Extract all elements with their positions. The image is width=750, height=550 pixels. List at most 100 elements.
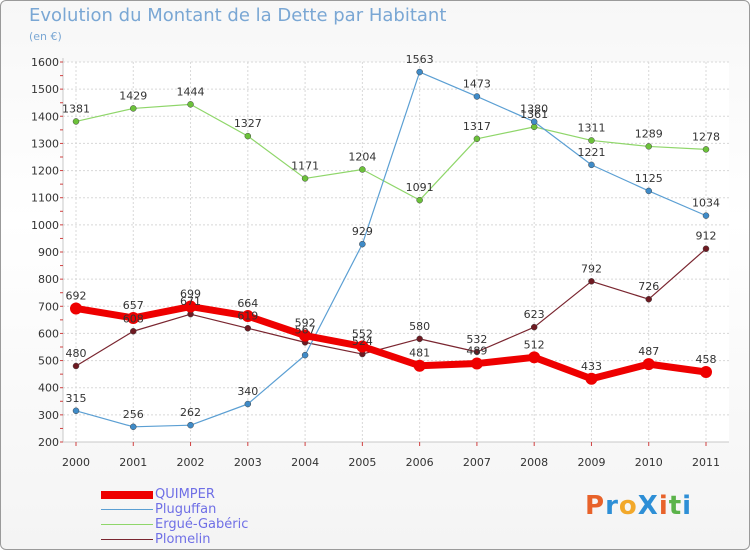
data-label: 664 [237, 297, 258, 310]
data-point [130, 105, 137, 112]
data-label: 592 [295, 317, 316, 330]
data-label: 458 [696, 353, 717, 366]
data-label: 262 [180, 406, 201, 419]
x-tick-label: 2004 [291, 456, 319, 469]
chart-title: Evolution du Montant de la Dette par Hab… [29, 5, 447, 26]
data-point [244, 325, 252, 332]
x-tick-label: 2009 [577, 456, 605, 469]
legend-swatch [101, 539, 153, 540]
y-tick-label: 600 [38, 327, 59, 340]
data-point [473, 135, 481, 143]
y-tick-label: 1300 [31, 137, 59, 150]
data-label: 532 [466, 333, 487, 346]
data-point [416, 68, 423, 76]
data-point [588, 278, 595, 285]
data-label: 1380 [520, 103, 548, 116]
data-point [187, 101, 194, 108]
data-label: 340 [237, 385, 258, 398]
data-label: 699 [180, 288, 201, 301]
data-label: 1317 [463, 120, 491, 133]
data-point [645, 187, 652, 195]
data-label: 912 [696, 230, 717, 243]
data-label: 580 [409, 320, 430, 333]
y-tick-label: 400 [38, 382, 59, 395]
series-line-2 [75, 71, 707, 428]
data-point [588, 137, 595, 144]
x-tick-label: 2008 [520, 456, 548, 469]
data-point [470, 357, 483, 370]
data-label: 512 [524, 338, 545, 351]
legend-label: Plomelin [155, 532, 211, 547]
data-label: 1444 [177, 85, 205, 98]
x-tick-label: 2001 [119, 456, 147, 469]
legend-swatch [101, 509, 153, 510]
data-label: 792 [581, 262, 602, 275]
data-label: 1278 [692, 130, 720, 143]
data-label: 1125 [635, 172, 663, 185]
data-point [359, 166, 366, 173]
series-line-0 [75, 103, 707, 201]
data-point [244, 400, 252, 408]
data-label: 567 [295, 323, 316, 336]
data-label: 1563 [406, 53, 434, 66]
data-label: 433 [581, 360, 602, 373]
data-label: 1361 [520, 108, 548, 121]
chart-legend: QUIMPER Pluguffan Ergué-Gabéric Plomelin [101, 487, 248, 547]
data-label: 256 [123, 408, 144, 421]
data-label: 1204 [348, 150, 376, 163]
data-label: 1091 [406, 181, 434, 194]
data-point [244, 132, 252, 140]
data-point [356, 340, 369, 353]
legend-swatch [101, 524, 153, 525]
data-point [645, 143, 652, 150]
x-tick-label: 2006 [406, 456, 434, 469]
data-point [585, 372, 598, 385]
data-point [588, 161, 595, 169]
data-label: 692 [66, 289, 87, 302]
data-label: 524 [352, 335, 373, 348]
data-point [702, 146, 710, 153]
data-point [184, 300, 197, 313]
data-point [301, 175, 309, 182]
data-point [187, 421, 194, 429]
x-tick-label: 2005 [348, 456, 376, 469]
data-point [72, 407, 80, 415]
data-point [530, 118, 538, 125]
y-tick-label: 1000 [31, 219, 59, 232]
data-label: 1381 [62, 102, 90, 115]
data-label: 929 [352, 225, 373, 238]
legend-item: QUIMPER [101, 487, 248, 502]
legend-swatch [101, 490, 153, 499]
data-point [72, 362, 80, 370]
data-point [702, 212, 710, 219]
y-tick-label: 200 [38, 436, 59, 449]
data-point [130, 423, 137, 431]
data-point [413, 359, 426, 372]
legend-item: Ergué-Gabéric [101, 517, 248, 532]
y-tick-label: 1500 [31, 83, 59, 96]
data-point [645, 295, 652, 303]
data-label: 608 [123, 312, 144, 325]
data-point [127, 311, 140, 324]
data-point [416, 196, 423, 204]
x-tick-label: 2010 [635, 456, 663, 469]
data-label: 1034 [692, 197, 720, 210]
x-tick-label: 2007 [463, 456, 491, 469]
data-label: 1327 [234, 117, 262, 130]
legend-label: QUIMPER [155, 487, 215, 502]
data-label: 487 [638, 345, 659, 358]
data-label: 489 [466, 345, 487, 358]
y-tick-label: 300 [38, 409, 59, 422]
data-point [473, 348, 481, 356]
data-point [642, 358, 655, 371]
data-point [72, 118, 80, 125]
data-label: 619 [237, 309, 258, 322]
data-label: 657 [123, 299, 144, 312]
data-label: 1171 [291, 159, 319, 172]
legend-item: Pluguffan [101, 502, 248, 517]
data-point [130, 328, 137, 335]
legend-label: Pluguffan [155, 502, 217, 517]
series-line-1 [75, 248, 707, 367]
